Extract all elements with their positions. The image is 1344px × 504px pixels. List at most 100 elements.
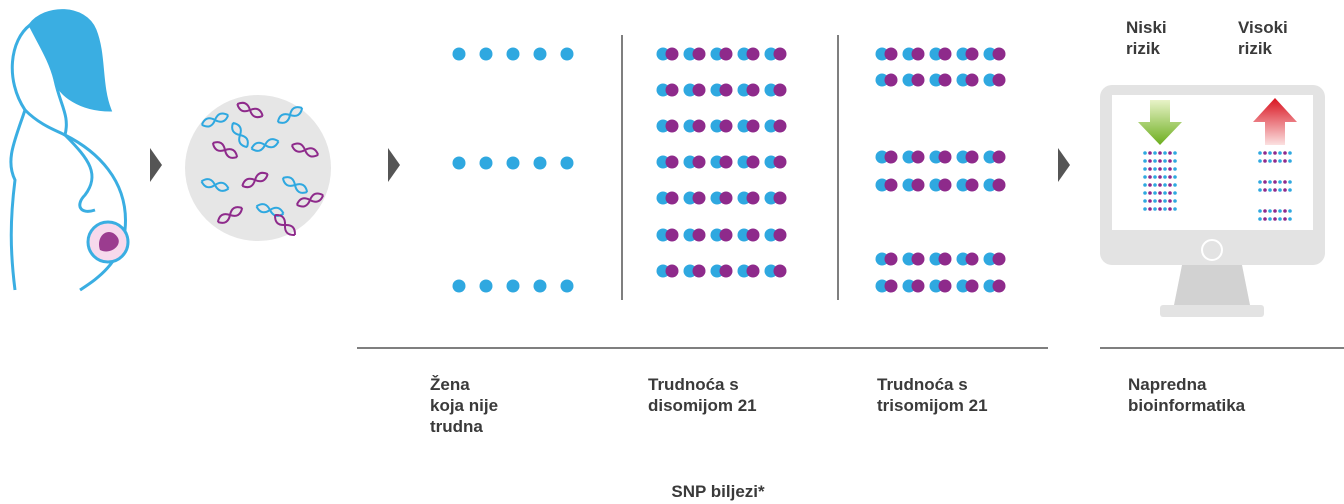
dot xyxy=(692,119,706,133)
dot xyxy=(692,83,706,97)
label-line: Napredna xyxy=(1128,375,1207,394)
dot xyxy=(1148,175,1152,179)
dot xyxy=(737,83,751,97)
dot xyxy=(683,191,697,205)
dot xyxy=(746,191,760,205)
dna-fragments xyxy=(200,101,325,236)
dot xyxy=(965,47,979,61)
dot xyxy=(746,155,760,169)
dot xyxy=(1153,191,1157,195)
dot xyxy=(938,73,952,87)
label-line: rizik xyxy=(1238,39,1273,58)
dot xyxy=(479,279,493,293)
dot xyxy=(452,47,466,61)
dna-strand xyxy=(290,142,320,158)
dot xyxy=(983,252,997,266)
dot xyxy=(1283,180,1287,184)
dot xyxy=(719,119,733,133)
dot xyxy=(902,73,916,87)
dot xyxy=(1168,199,1172,203)
dot xyxy=(983,178,997,192)
dot xyxy=(956,47,970,61)
dot xyxy=(965,150,979,164)
label-line: trisomijom 21 xyxy=(877,396,988,415)
dot xyxy=(1143,151,1147,155)
dot xyxy=(1173,167,1177,171)
dot xyxy=(1158,207,1162,211)
arrow xyxy=(150,148,162,182)
dot xyxy=(929,279,943,293)
dot xyxy=(1273,180,1277,184)
dot xyxy=(746,119,760,133)
dot xyxy=(884,47,898,61)
dot xyxy=(479,47,493,61)
dna-strand xyxy=(200,178,230,192)
dot xyxy=(1258,159,1262,163)
dot xyxy=(656,47,670,61)
dot xyxy=(992,150,1006,164)
dot xyxy=(1143,183,1147,187)
dot xyxy=(884,178,898,192)
dot xyxy=(692,264,706,278)
dot xyxy=(1163,183,1167,187)
dot xyxy=(773,119,787,133)
dot xyxy=(683,155,697,169)
dot xyxy=(1163,207,1167,211)
dot xyxy=(965,178,979,192)
label-line: rizik xyxy=(1126,39,1161,58)
dot xyxy=(560,156,574,170)
dot xyxy=(1263,209,1267,213)
dot xyxy=(902,47,916,61)
dot xyxy=(665,47,679,61)
label-line: Žena xyxy=(430,375,470,394)
dot xyxy=(710,264,724,278)
dot xyxy=(533,156,547,170)
dot xyxy=(1168,183,1172,187)
dot xyxy=(656,191,670,205)
dot xyxy=(452,279,466,293)
dot xyxy=(1153,167,1157,171)
dot xyxy=(1268,217,1272,221)
label-line: Visoki xyxy=(1238,18,1288,37)
dot xyxy=(1168,159,1172,163)
dot xyxy=(929,73,943,87)
dot xyxy=(1148,199,1152,203)
dot xyxy=(1148,159,1152,163)
dot xyxy=(1268,180,1272,184)
dot xyxy=(692,228,706,242)
dot xyxy=(1148,151,1152,155)
dot xyxy=(1288,188,1292,192)
dot xyxy=(1278,151,1282,155)
dot xyxy=(1173,207,1177,211)
dot xyxy=(1283,217,1287,221)
dot xyxy=(773,47,787,61)
dot xyxy=(1158,159,1162,163)
dot xyxy=(719,155,733,169)
monitor xyxy=(1100,85,1325,317)
dot xyxy=(656,264,670,278)
dot xyxy=(683,47,697,61)
dot xyxy=(875,178,889,192)
dot xyxy=(1283,159,1287,163)
dot xyxy=(533,279,547,293)
dot xyxy=(1258,217,1262,221)
dot xyxy=(1273,188,1277,192)
dot xyxy=(665,264,679,278)
dot xyxy=(965,73,979,87)
arrow xyxy=(1058,148,1070,182)
dot xyxy=(1153,207,1157,211)
dot xyxy=(719,191,733,205)
dot xyxy=(692,47,706,61)
dot xyxy=(656,119,670,133)
dot xyxy=(911,47,925,61)
dot xyxy=(710,155,724,169)
dot xyxy=(1268,188,1272,192)
dot xyxy=(902,252,916,266)
dna-strand xyxy=(236,101,264,119)
dot xyxy=(1263,188,1267,192)
dot xyxy=(719,228,733,242)
dot xyxy=(938,178,952,192)
dot xyxy=(1288,209,1292,213)
dot xyxy=(506,279,520,293)
